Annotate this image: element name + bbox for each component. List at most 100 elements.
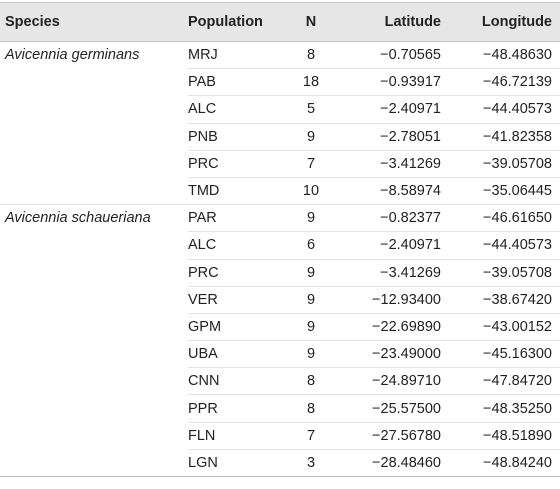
- cell-n: 10: [291, 176, 331, 205]
- header-n: N: [291, 2, 331, 42]
- cell-population: PRC: [188, 258, 291, 287]
- cell-population: PAR: [188, 204, 291, 232]
- cell-species: [0, 313, 188, 340]
- cell-species: [0, 259, 188, 286]
- table-row: UBA 9 −23.49000 −45.16300: [0, 340, 560, 368]
- cell-latitude: −22.69890: [331, 312, 455, 341]
- cell-species: [0, 69, 188, 96]
- table-row: PNB 9 −2.78051 −41.82358: [0, 122, 560, 151]
- table-row: PRC 7 −3.41269 −39.05708: [0, 149, 560, 178]
- cell-longitude: −46.72139: [455, 68, 560, 96]
- cell-n: 5: [291, 95, 331, 124]
- table-row: ALC 5 −2.40971 −44.40573: [0, 95, 560, 124]
- table-body: Avicennia germinans MRJ 8 −0.70565 −48.48630…: [0, 40, 560, 478]
- header-population: Population: [188, 2, 291, 42]
- cell-species: [0, 341, 188, 368]
- cell-latitude: −2.40971: [331, 231, 455, 259]
- cell-longitude: −39.05708: [455, 149, 560, 178]
- cell-population: UBA: [188, 340, 291, 368]
- cell-latitude: −3.41269: [331, 258, 455, 287]
- cell-population: CNN: [188, 367, 291, 395]
- cell-latitude: −2.78051: [331, 122, 455, 151]
- cell-latitude: −23.49000: [331, 340, 455, 368]
- cell-population: ALC: [188, 231, 291, 259]
- cell-n: 18: [291, 68, 331, 96]
- cell-population: MRJ: [188, 47, 218, 64]
- cell-n: 8: [291, 367, 331, 395]
- cell-n: 7: [291, 149, 331, 178]
- cell-species: [0, 422, 188, 449]
- table-row: PAB 18 −0.93917 −46.72139: [0, 68, 560, 96]
- cell-longitude: −48.51890: [455, 421, 560, 450]
- cell-longitude: −47.84720: [455, 367, 560, 395]
- cell-longitude: −48.35250: [455, 394, 560, 423]
- cell-population: FLN: [188, 421, 291, 450]
- cell-latitude: −24.89710: [331, 367, 455, 395]
- cell-population: PNB: [188, 122, 291, 151]
- cell-species: [0, 177, 188, 204]
- cell-n: 9: [291, 312, 331, 341]
- cell-latitude: −28.48460: [331, 448, 455, 478]
- cell-population: ALC: [188, 95, 291, 124]
- cell-species: [0, 150, 188, 177]
- table-row: TMD 10 −8.58974 −35.06445: [0, 176, 560, 205]
- cell-latitude: −3.41269: [331, 149, 455, 178]
- header-species: Species: [0, 2, 188, 42]
- cell-species: Avicennia germinans: [0, 40, 188, 69]
- cell-population: LGN: [188, 448, 291, 478]
- cell-n: 8: [306, 47, 316, 64]
- table-row: FLN 7 −27.56780 −48.51890: [0, 421, 560, 450]
- table-row: VER 9 −12.93400 −38.67420: [0, 285, 560, 314]
- cell-latitude: −25.57500: [331, 394, 455, 423]
- cell-n: 3: [291, 448, 331, 478]
- cell-longitude: −46.61650: [455, 204, 560, 232]
- cell-longitude: −43.00152: [455, 312, 560, 341]
- cell-species: [0, 232, 188, 259]
- table-row: Avicennia germinans MRJ 8 −0.70565 −48.48630: [0, 40, 560, 69]
- cell-species: [0, 96, 188, 123]
- cell-species: [0, 368, 188, 395]
- cell-species: [0, 286, 188, 313]
- cell-n: 9: [291, 340, 331, 368]
- cell-n: 9: [291, 285, 331, 314]
- cell-species: [0, 395, 188, 422]
- header-row: Species Population N Latitude Longitude: [0, 2, 560, 42]
- cell-n: 6: [291, 231, 331, 259]
- cell-species: [0, 123, 188, 150]
- cell-longitude: −41.82358: [455, 122, 560, 151]
- cell-n: 8: [291, 394, 331, 423]
- cell-latitude: −2.40971: [331, 95, 455, 124]
- cell-longitude: −44.40573: [455, 95, 560, 124]
- cell-population: VER: [188, 285, 291, 314]
- table-row: PPR 8 −25.57500 −48.35250: [0, 394, 560, 423]
- species-population-table: Species Population N Latitude Longitude …: [0, 2, 560, 478]
- cell-longitude: −48.48630: [483, 47, 552, 64]
- table-row: LGN 3 −28.48460 −48.84240: [0, 448, 560, 478]
- cell-latitude: −0.70565: [380, 47, 441, 64]
- cell-species: Avicennia schaueriana: [0, 204, 188, 232]
- cell-n: 7: [291, 421, 331, 450]
- cell-n: 9: [291, 258, 331, 287]
- cell-latitude: −27.56780: [331, 421, 455, 450]
- cell-longitude: −38.67420: [455, 285, 560, 314]
- table-row: Avicennia schaueriana PAR 9 −0.82377 −46.616…: [0, 204, 560, 232]
- table-row: PRC 9 −3.41269 −39.05708: [0, 258, 560, 287]
- cell-latitude: −0.82377: [331, 204, 455, 232]
- cell-longitude: −45.16300: [455, 340, 560, 368]
- cell-latitude: −12.93400: [331, 285, 455, 314]
- cell-n: 9: [291, 122, 331, 151]
- cell-population: PRC: [188, 149, 291, 178]
- table-row: ALC 6 −2.40971 −44.40573: [0, 231, 560, 259]
- cell-longitude: −48.84240: [455, 448, 560, 478]
- cell-species: [0, 449, 188, 478]
- header-longitude: Longitude: [455, 2, 560, 42]
- cell-population: TMD: [188, 176, 291, 205]
- cell-longitude: −39.05708: [455, 258, 560, 287]
- cell-latitude: −0.93917: [331, 68, 455, 96]
- cell-population: PPR: [188, 394, 291, 423]
- cell-population: PAB: [188, 68, 291, 96]
- cell-longitude: −35.06445: [455, 176, 560, 205]
- header-latitude: Latitude: [331, 2, 455, 42]
- table-row: CNN 8 −24.89710 −47.84720: [0, 367, 560, 395]
